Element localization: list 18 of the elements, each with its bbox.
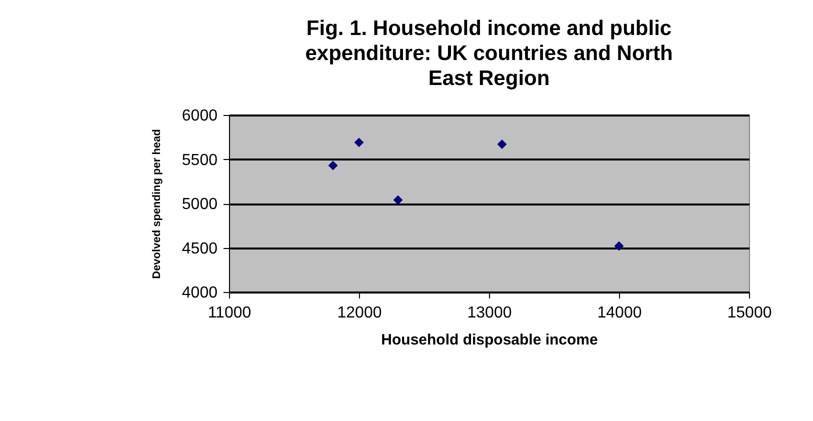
y-tick-label: 4500 bbox=[182, 240, 218, 258]
x-tick-label: 14000 bbox=[597, 304, 642, 322]
y-axis-title: Devolved spending per head bbox=[150, 129, 163, 279]
x-tick-label: 11000 bbox=[208, 304, 252, 322]
y-tick-label: 5500 bbox=[182, 152, 218, 169]
x-tick-label: 15000 bbox=[727, 304, 772, 322]
y-tick-label: 6000 bbox=[182, 108, 218, 124]
point bbox=[354, 138, 364, 148]
point bbox=[497, 139, 507, 149]
x-tick-label: 12000 bbox=[337, 304, 382, 322]
point bbox=[328, 160, 338, 170]
y-tick-label: 4000 bbox=[182, 284, 218, 302]
chart-title: Fig. 1. Household income and public expenditure: UK countries and North East Region bbox=[305, 17, 673, 90]
point bbox=[393, 195, 403, 205]
y-tick-label: 5000 bbox=[182, 196, 218, 213]
point bbox=[614, 241, 624, 251]
x-axis-title: Household disposable income bbox=[381, 332, 598, 348]
x-tick-label: 13000 bbox=[467, 304, 512, 322]
